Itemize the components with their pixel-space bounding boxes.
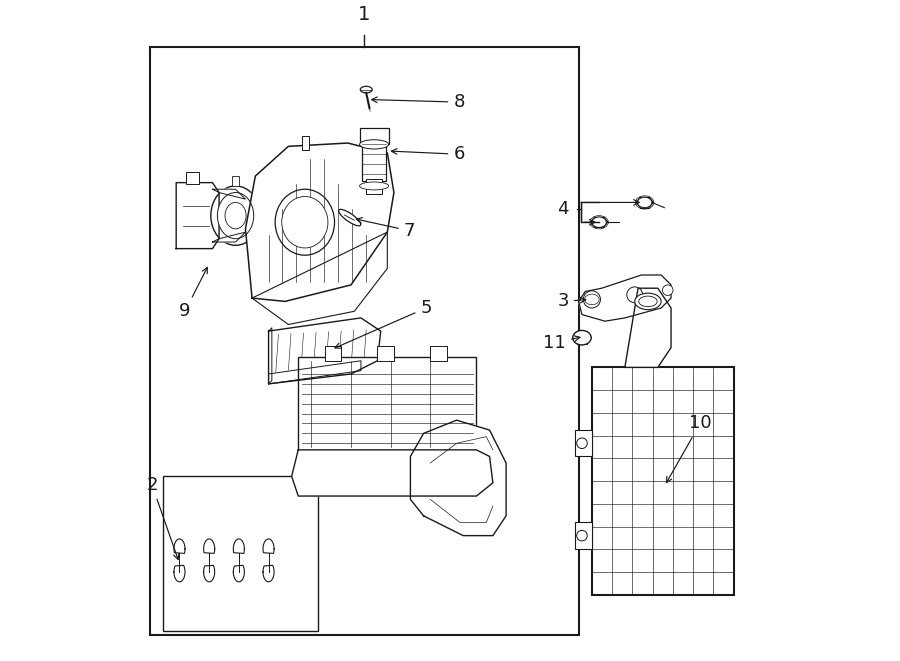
Bar	[430, 346, 446, 361]
Ellipse shape	[211, 186, 260, 245]
Text: 5: 5	[335, 299, 432, 348]
Circle shape	[626, 287, 643, 303]
Polygon shape	[252, 232, 387, 325]
Ellipse shape	[282, 196, 328, 248]
Polygon shape	[410, 420, 506, 535]
Ellipse shape	[592, 217, 607, 227]
Text: 6: 6	[392, 145, 464, 163]
Ellipse shape	[637, 197, 652, 208]
Polygon shape	[268, 361, 361, 384]
Bar	[325, 346, 341, 361]
Polygon shape	[292, 450, 493, 496]
Ellipse shape	[360, 139, 389, 149]
Polygon shape	[268, 318, 381, 384]
Circle shape	[583, 291, 600, 308]
Ellipse shape	[275, 189, 335, 255]
Ellipse shape	[225, 202, 246, 229]
Polygon shape	[212, 189, 246, 199]
Bar	[575, 522, 592, 549]
Text: 1: 1	[358, 5, 371, 24]
Polygon shape	[625, 288, 671, 368]
Polygon shape	[579, 275, 671, 321]
Polygon shape	[268, 328, 272, 384]
Bar	[575, 430, 592, 457]
Bar	[592, 368, 734, 595]
Bar	[298, 358, 476, 450]
Text: 10: 10	[667, 414, 712, 483]
Circle shape	[577, 438, 587, 449]
Bar	[149, 48, 579, 635]
Text: 2: 2	[146, 476, 179, 559]
Text: 7: 7	[356, 217, 415, 240]
Ellipse shape	[360, 182, 389, 190]
Text: 8: 8	[372, 93, 464, 111]
Text: 3: 3	[557, 292, 586, 311]
Ellipse shape	[338, 210, 361, 226]
Bar	[163, 477, 318, 631]
Polygon shape	[176, 182, 219, 249]
Text: 11: 11	[544, 334, 580, 352]
Ellipse shape	[218, 192, 254, 239]
Bar	[232, 176, 239, 186]
Bar	[377, 346, 394, 361]
Ellipse shape	[634, 293, 662, 309]
Bar	[366, 179, 382, 194]
Text: 9: 9	[179, 268, 207, 321]
Bar	[360, 128, 389, 144]
Ellipse shape	[360, 87, 372, 93]
Bar	[186, 172, 199, 184]
Bar	[362, 142, 386, 180]
Bar	[302, 136, 310, 149]
Ellipse shape	[585, 294, 599, 305]
Ellipse shape	[572, 330, 591, 345]
Polygon shape	[212, 232, 246, 242]
Circle shape	[662, 285, 673, 295]
Polygon shape	[246, 143, 394, 301]
Ellipse shape	[639, 296, 657, 307]
Text: 4: 4	[557, 200, 569, 218]
Circle shape	[577, 530, 587, 541]
